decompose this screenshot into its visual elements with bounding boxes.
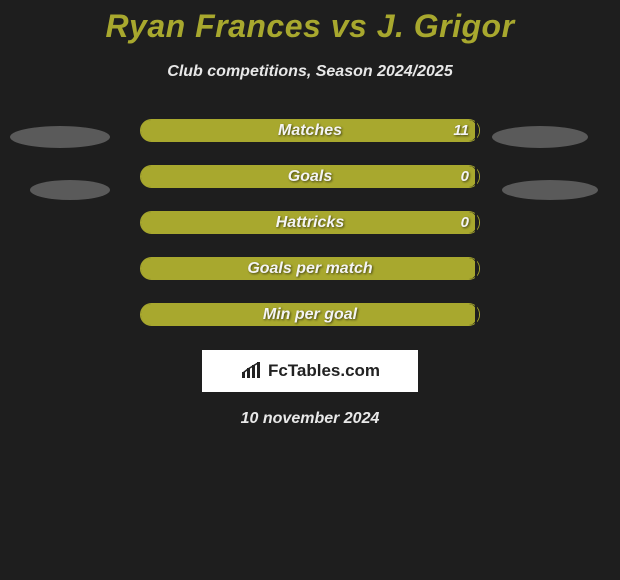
stat-bar-min-per-goal: Min per goal	[140, 303, 480, 326]
stat-bar-label: Min per goal	[263, 306, 357, 324]
stat-bar-value: 0	[461, 168, 469, 185]
decor-ellipse	[30, 180, 110, 200]
stat-bar-hattricks: Hattricks 0	[140, 211, 480, 234]
stat-bars: Matches 11 Goals 0 Hattricks 0 Goals per…	[0, 119, 620, 326]
page-title: Ryan Frances vs J. Grigor	[0, 0, 620, 45]
decor-ellipse	[10, 126, 110, 148]
date-text: 10 november 2024	[0, 410, 620, 428]
subtitle: Club competitions, Season 2024/2025	[0, 63, 620, 81]
stat-bar-label: Hattricks	[276, 214, 344, 232]
stat-bar-goals: Goals 0	[140, 165, 480, 188]
stat-bar-label: Goals per match	[247, 260, 372, 278]
logo-text: FcTables.com	[268, 361, 380, 381]
decor-ellipse	[502, 180, 598, 200]
decor-ellipse	[492, 126, 588, 148]
stat-bar-value: 11	[453, 122, 469, 139]
stat-bar-matches: Matches 11	[140, 119, 480, 142]
stat-bar-value: 0	[461, 214, 469, 231]
logo-box: FcTables.com	[202, 350, 418, 392]
chart-icon	[240, 362, 262, 380]
stat-bar-goals-per-match: Goals per match	[140, 257, 480, 280]
stat-bar-label: Matches	[278, 122, 342, 140]
stat-bar-label: Goals	[288, 168, 332, 186]
